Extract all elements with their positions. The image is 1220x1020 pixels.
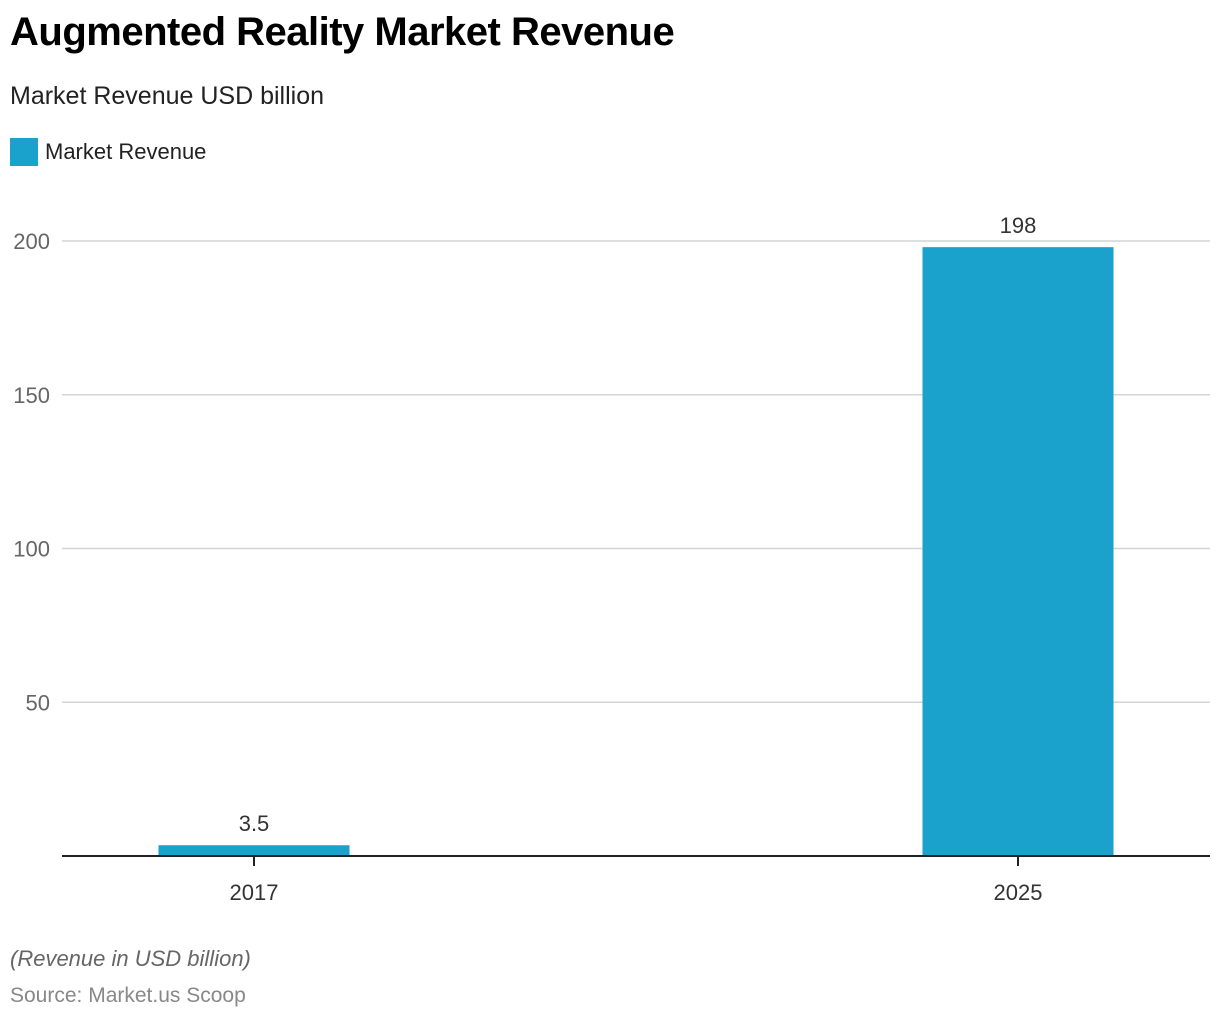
chart-note: (Revenue in USD billion) — [10, 946, 251, 971]
bar-2017 — [158, 845, 350, 856]
y-tick-label: 100 — [13, 537, 50, 562]
data-label: 3.5 — [239, 811, 270, 836]
y-tick-label: 150 — [13, 383, 50, 408]
chart-subtitle: Market Revenue USD billion — [10, 82, 325, 110]
y-axis-ticks: 50 100 150 200 — [13, 229, 50, 715]
data-labels: 3.5 198 — [239, 213, 1037, 836]
x-tick-label: 2025 — [994, 880, 1043, 905]
y-tick-label: 50 — [26, 690, 50, 715]
chart-source: Source: Market.us Scoop — [10, 984, 246, 1007]
y-tick-label: 200 — [13, 229, 50, 254]
bar-2025 — [922, 247, 1114, 856]
legend-label: Market Revenue — [45, 139, 207, 164]
chart-title: Augmented Reality Market Revenue — [10, 10, 675, 54]
data-label: 198 — [1000, 213, 1037, 238]
bars — [158, 247, 1114, 856]
legend: Market Revenue — [10, 138, 206, 166]
legend-swatch — [10, 138, 38, 166]
x-tick-label: 2017 — [230, 880, 279, 905]
x-axis: 2017 2025 — [62, 855, 1210, 905]
